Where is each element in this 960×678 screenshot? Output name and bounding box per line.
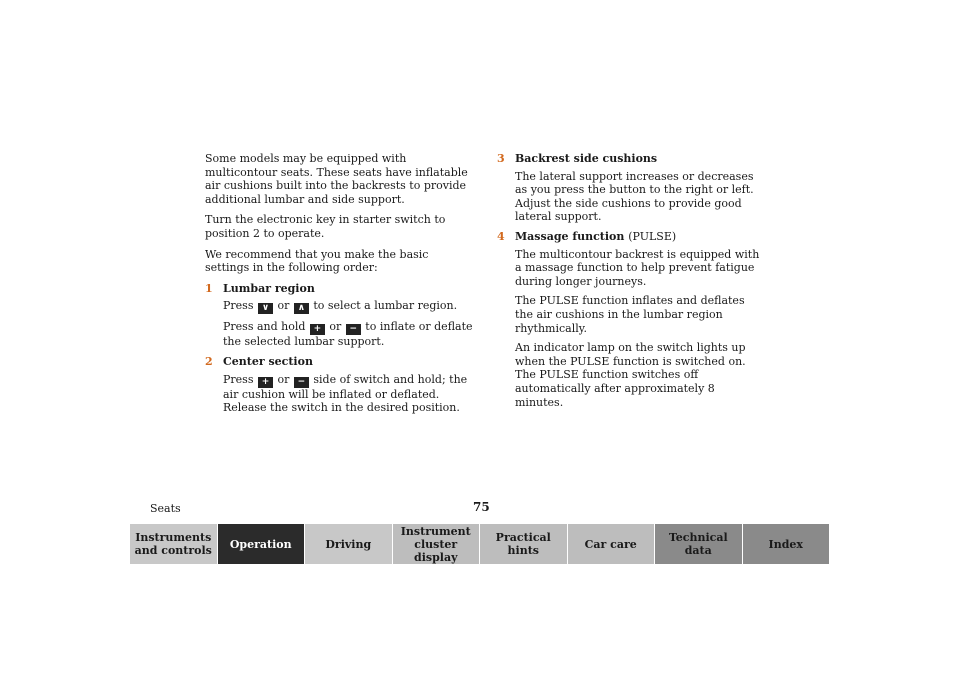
minus-key-icon: − <box>293 376 309 388</box>
step-title-sub: (PULSE) <box>628 229 677 243</box>
step-text: The PULSE function inflates and deflates… <box>515 294 745 335</box>
step-text: Press + or − side of switch and hold; th… <box>223 373 475 415</box>
text: or <box>329 320 342 334</box>
tab-technical-data[interactable]: Technical data <box>655 524 743 564</box>
text: Press and hold <box>223 320 306 334</box>
chevron-up-key-icon: ∧ <box>293 303 309 315</box>
plus-key-icon: + <box>309 324 325 336</box>
section-title: Seats <box>150 502 181 515</box>
step-text: An indicator lamp on the switch lights u… <box>515 341 746 409</box>
step-title: Backrest side cushions <box>515 152 658 165</box>
text: or <box>277 299 290 313</box>
tab-index[interactable]: Index <box>742 524 830 564</box>
page-number: 75 <box>473 500 490 514</box>
text: Press <box>223 299 254 313</box>
step-number: 3 <box>497 152 505 165</box>
tab-car-care[interactable]: Car care <box>567 524 655 564</box>
step-number: 1 <box>205 281 213 295</box>
step-title: Lumbar region <box>223 281 315 295</box>
plus-key-icon: + <box>257 376 273 388</box>
text: side of switch and hold; the air cushion… <box>223 372 468 415</box>
tab-operation[interactable]: Operation <box>217 524 305 564</box>
tab-driving[interactable]: Driving <box>305 524 393 564</box>
step-number: 2 <box>205 354 213 368</box>
text: to inflate or deflate the selected lumba… <box>223 320 473 349</box>
tab-instruments-and-controls[interactable]: Instruments and controls <box>130 524 218 564</box>
right-column: 3 Backrest side cushions The lateral sup… <box>497 152 762 415</box>
step-text: The multicontour backrest is equipped wi… <box>515 247 760 288</box>
step-title-text: Massage function <box>515 229 625 243</box>
chevron-down-key-icon: ∨ <box>257 303 273 315</box>
step-text: Press ∨ or ∧ to select a lumbar region. <box>223 299 475 315</box>
intro-paragraph: Turn the electronic key in starter switc… <box>205 213 446 240</box>
step-massage-function: 4 Massage function (PULSE) The multicont… <box>497 230 762 409</box>
text: Press <box>223 372 254 386</box>
step-title: Center section <box>223 354 313 368</box>
minus-key-icon: − <box>345 324 361 336</box>
step-title: Massage function (PULSE) <box>515 230 762 244</box>
left-column: Some models may be equipped with multico… <box>205 152 475 421</box>
step-number: 4 <box>497 229 505 243</box>
step-lumbar-region: 1 Lumbar region Press ∨ or ∧ to select a… <box>205 282 475 349</box>
tab-practical-hints[interactable]: Practical hints <box>480 524 568 564</box>
chapter-nav-bar: Instruments and controls Operation Drivi… <box>130 524 830 564</box>
step-center-section: 2 Center section Press + or − side of sw… <box>205 355 475 415</box>
text: to select a lumbar region. <box>313 299 458 313</box>
step-text: The lateral support increases or decreas… <box>515 169 754 224</box>
step-text: Press and hold + or − to inflate or defl… <box>223 320 475 349</box>
intro-paragraph: Some models may be equipped with multico… <box>205 152 468 206</box>
intro-paragraph: We recommend that you make the basic set… <box>205 247 429 275</box>
step-backrest-side-cushions: 3 Backrest side cushions The lateral sup… <box>497 152 762 224</box>
tab-instrument-cluster-display[interactable]: Instrument cluster display <box>392 524 480 564</box>
text: or <box>277 372 290 386</box>
